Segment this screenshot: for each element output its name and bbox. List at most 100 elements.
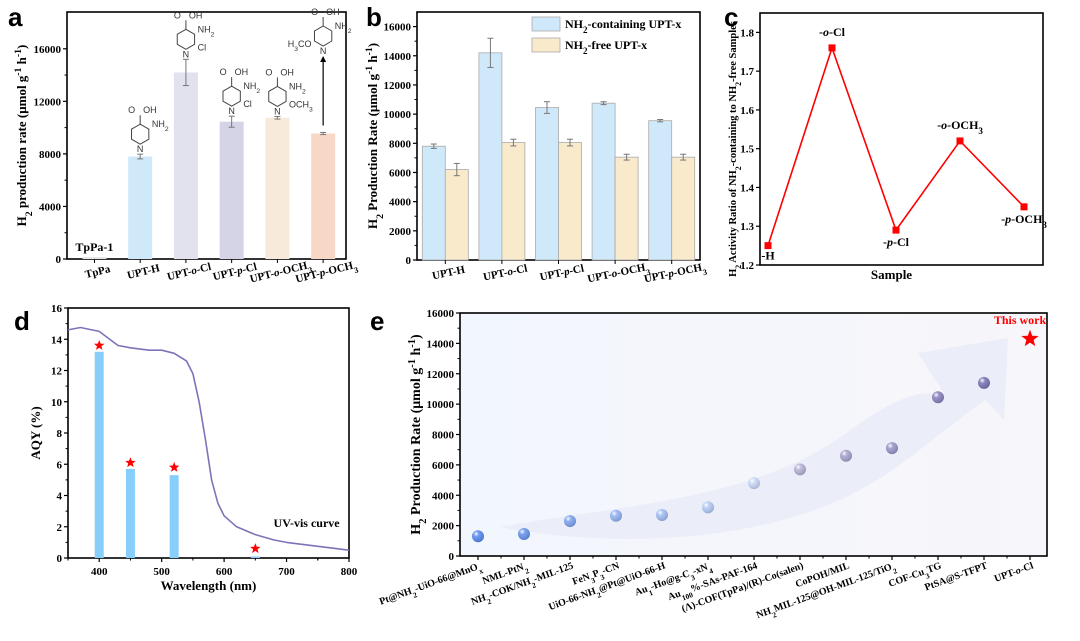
label-part: 3 — [702, 267, 708, 277]
x-tick-label: UPT-o-OCH3 — [586, 261, 651, 289]
ylabel-sup: -1 — [407, 339, 418, 348]
legend-sub: 2 — [583, 25, 588, 35]
label-part: C — [681, 568, 692, 581]
label-part: - — [829, 25, 833, 39]
legend-part: -containing UPT-x — [588, 17, 682, 31]
label-part: o — [941, 118, 947, 132]
bar-nh2-containing — [478, 52, 503, 261]
label-part: 2 — [211, 31, 215, 38]
y-tick-label: 14 — [51, 334, 63, 346]
pyridine-ring — [268, 85, 287, 108]
label-part: H — [636, 261, 647, 275]
y-tick-label: 10 — [51, 397, 63, 409]
label-part: - — [232, 266, 239, 279]
data-point — [956, 137, 964, 145]
legend-swatch — [531, 37, 561, 53]
data-point-highlight — [518, 527, 530, 540]
ylabel-part: ) — [409, 334, 424, 339]
label-part: Cl — [515, 263, 528, 277]
label-part: 1 — [647, 587, 654, 597]
y-tick-label: 14000 — [427, 338, 455, 350]
panel-c-y-axis-label: H2 Activity Ratio of NH2-containing to N… — [728, 21, 743, 277]
label-part: TG — [926, 560, 944, 575]
label-part: 3 — [309, 106, 313, 113]
data-point — [892, 226, 900, 234]
label-part: - — [512, 265, 518, 278]
y-tick-label: 6000 — [389, 167, 412, 179]
carboxyl-label: O — [311, 7, 318, 17]
label-part: OC — [289, 99, 303, 109]
data-point-highlight — [472, 530, 484, 543]
y-tick-label: 4 — [57, 491, 63, 503]
substituent-label: NH2 — [243, 81, 260, 95]
ylabel-sup: -1 — [364, 47, 375, 55]
label-part: p — [666, 267, 675, 280]
label-part: N — [470, 595, 481, 608]
aqy-bar — [250, 556, 260, 558]
panel-b-y-axis-label: H2 Production Rate (μmol g-1 h-1) — [364, 43, 386, 229]
y-tick-label: 1.4 — [740, 182, 754, 194]
point-label: -p-Cl — [883, 235, 910, 249]
label-part: H — [296, 81, 303, 91]
label-part: N — [581, 571, 592, 584]
label-part: 2 — [596, 590, 603, 600]
label-part: - — [1019, 564, 1026, 575]
panel-d-letter: d — [14, 306, 30, 336]
legend-part: -free UPT-x — [588, 38, 648, 52]
label-part: H — [402, 586, 413, 599]
label-part: p — [317, 266, 327, 279]
data-point-highlight — [886, 442, 898, 455]
panel-a-letter: a — [8, 2, 23, 32]
label-part: p — [1004, 212, 1011, 226]
label-part: CO — [298, 39, 312, 49]
x-tick-label: UPT-o-OCH3 — [249, 259, 314, 289]
y-tick-label: 0 — [57, 553, 63, 565]
label-part: H — [728, 170, 739, 178]
label-part: 100 — [680, 590, 694, 602]
label-part: Cl — [243, 99, 252, 109]
point-label: -H — [761, 249, 775, 263]
y-tick-label: 10000 — [427, 399, 455, 411]
x-tick-label: 500 — [153, 566, 170, 578]
substituent-label: Cl — [198, 42, 207, 52]
label-part: Fe — [571, 574, 585, 588]
label-part: UPT — [586, 269, 611, 285]
bar-nh2-free — [444, 169, 469, 261]
label-part: u — [673, 588, 682, 600]
label-part: Activity Ratio of N — [728, 178, 739, 265]
ylabel-part: h — [14, 56, 29, 67]
y-tick-label: 2000 — [432, 521, 455, 533]
label-part: Cl — [199, 261, 213, 275]
x-tick-label: 800 — [341, 566, 358, 578]
label-part: H — [204, 24, 211, 34]
label-part: OC — [1015, 212, 1033, 226]
legend-part: NH — [565, 38, 584, 52]
panel-a-y-axis-label: H2 production rate (μmol g-1 h-1) — [13, 45, 35, 227]
data-point-highlight — [840, 449, 852, 462]
label-part: H — [1033, 212, 1043, 226]
panel-a-frame — [66, 11, 347, 260]
label-part: A — [634, 585, 645, 598]
label-part: Cl — [572, 263, 585, 277]
label-part: UPT — [212, 266, 237, 283]
bar-nh2-free — [671, 156, 696, 261]
legend-label: NH2-free UPT-x — [565, 38, 647, 56]
this-work-star — [1021, 329, 1039, 347]
ylabel-part: ) — [365, 43, 380, 47]
label-part: - — [947, 118, 951, 132]
panel-d: d 0 2 4 6 8 10 12 14 16 400 500 600 700 800 Wavelength… — [14, 303, 358, 593]
substituent-label: NH2 — [198, 24, 215, 38]
trend-arrow — [500, 338, 1008, 539]
x-tick-label: Pt@NH2-UiO-66@MnOx — [378, 560, 484, 611]
label-part: O — [468, 562, 479, 575]
ylabel-sub: 2 — [24, 211, 35, 216]
label-part: 3 — [689, 572, 696, 582]
data-point — [828, 44, 836, 52]
x-tick-label: UPT-o-Cl — [166, 261, 212, 283]
data-point-highlight — [748, 477, 760, 490]
label-part: 2 — [302, 88, 306, 95]
x-tick-label: UPT-p-OCH3 — [643, 261, 708, 289]
data-point — [764, 242, 772, 250]
label-part: 3 — [599, 572, 606, 582]
